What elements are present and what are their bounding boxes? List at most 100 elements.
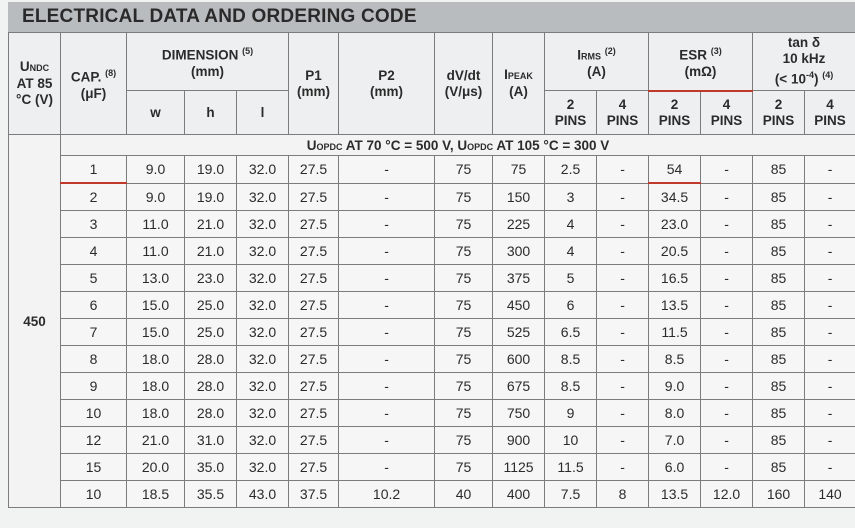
cell-esr4: - <box>700 237 754 265</box>
cell-irms4: - <box>596 264 650 292</box>
cell-p2: - <box>338 155 436 184</box>
cell-p1: 27.5 <box>288 210 340 238</box>
cell-esr2: 54 <box>648 155 702 184</box>
cell-dvdt: 75 <box>434 399 494 427</box>
cell-w: 13.0 <box>126 264 185 292</box>
cell-tan4: - <box>804 237 855 265</box>
cell-l: 32.0 <box>235 345 290 373</box>
cell-esr4: - <box>700 155 754 184</box>
cell-tan4: - <box>804 453 855 481</box>
header-esr: ESR (3) (mΩ) <box>648 32 754 92</box>
table-body: 450 UOPDC AT 70 °C = 500 V, UOPDC AT 105… <box>8 134 855 508</box>
cell-p2: - <box>338 182 436 211</box>
cell-esr4: - <box>700 345 754 373</box>
cell-w: 15.0 <box>126 318 185 346</box>
cell-l: 32.0 <box>235 453 290 481</box>
cell-irms2: 8.5 <box>544 345 598 373</box>
cell-dvdt: 75 <box>434 182 494 211</box>
table-row: 5 13.0 23.0 32.0 27.5-75 375 5-16.5-85- <box>9 264 855 292</box>
cell-ipeak: 150 <box>492 182 546 211</box>
cell-p1: 27.5 <box>288 264 340 292</box>
cell-irms2: 9 <box>544 399 598 427</box>
cell-esr4: - <box>700 182 754 211</box>
cell-tan2: 85 <box>752 291 806 319</box>
cell-irms4: - <box>596 210 650 238</box>
cell-dvdt: 75 <box>434 237 494 265</box>
cell-irms4: - <box>596 291 650 319</box>
header-tan-delta: tan δ 10 kHz (< 10-4) (4) <box>752 32 855 91</box>
cell-w: 11.0 <box>126 210 185 238</box>
cell-w: 9.0 <box>126 155 185 184</box>
cell-w: 18.0 <box>126 372 185 400</box>
cell-p2: - <box>338 318 436 346</box>
cell-esr2: 11.5 <box>648 318 702 346</box>
cell-dvdt: 75 <box>434 264 494 292</box>
cell-esr2: 34.5 <box>648 182 702 211</box>
cell-p2: - <box>338 372 436 400</box>
cell-irms4: - <box>596 318 650 346</box>
header-dim-l: l <box>235 90 290 135</box>
cell-esr2: 20.5 <box>648 237 702 265</box>
cell-tan2: 85 <box>752 453 806 481</box>
cell-cap: 7 <box>60 318 127 346</box>
cell-l: 32.0 <box>235 155 290 184</box>
cell-ipeak: 75 <box>492 155 546 184</box>
cell-tan2: 85 <box>752 210 806 238</box>
cell-irms4: 8 <box>596 480 650 508</box>
cell-esr4: - <box>700 426 754 454</box>
cell-w: 11.0 <box>126 237 185 265</box>
table-row: 10 18.0 28.0 32.0 27.5-75 750 9-8.0-85- <box>9 399 855 427</box>
cell-esr4: - <box>700 399 754 427</box>
cell-p2: - <box>338 345 436 373</box>
table-row: 8 18.0 28.0 32.0 27.5-75 600 8.5-8.5-85- <box>9 345 855 373</box>
cell-esr2: 23.0 <box>648 210 702 238</box>
cell-dvdt: 75 <box>434 318 494 346</box>
cell-ipeak: 400 <box>492 480 546 508</box>
cell-irms4: - <box>596 426 650 454</box>
cell-irms2: 3 <box>544 182 598 211</box>
header-irms-2pins: 2 PINS <box>544 90 598 135</box>
header-cap: CAP. (8) (μF) <box>60 32 127 135</box>
header-esr-2pins: 2 PINS <box>648 90 702 135</box>
cell-irms2: 6.5 <box>544 318 598 346</box>
cell-irms2: 4 <box>544 210 598 238</box>
cell-esr2: 13.5 <box>648 480 702 508</box>
table-row: 3 11.0 21.0 32.0 27.5-75 225 4-23.0-85- <box>9 210 855 238</box>
cell-tan2: 85 <box>752 426 806 454</box>
table-row: 9 18.0 28.0 32.0 27.5-75 675 8.5-9.0-85- <box>9 372 855 400</box>
cell-l: 32.0 <box>235 426 290 454</box>
cell-tan2: 85 <box>752 182 806 211</box>
header-irms: IRMS (2) (A) <box>544 32 650 91</box>
cell-p1: 27.5 <box>288 318 340 346</box>
header-esr-4pins: 4 PINS <box>700 90 754 135</box>
cell-p2: - <box>338 264 436 292</box>
cell-tan4: - <box>804 318 855 346</box>
cell-cap: 2 <box>60 182 127 211</box>
cell-tan2: 85 <box>752 345 806 373</box>
header-dvdt: dV/dt (V/μs) <box>434 32 494 135</box>
table-row: 2 9.0 19.0 32.0 27.5-75 150 3-34.5-85- <box>9 182 855 211</box>
cell-h: 25.0 <box>184 318 237 346</box>
cell-esr2: 9.0 <box>648 372 702 400</box>
cell-irms4: - <box>596 182 650 211</box>
cell-p1: 27.5 <box>288 345 340 373</box>
cell-dvdt: 75 <box>434 291 494 319</box>
cell-ipeak: 1125 <box>492 453 546 481</box>
cell-w: 18.0 <box>126 399 185 427</box>
cell-irms4: - <box>596 372 650 400</box>
cell-w: 21.0 <box>126 426 185 454</box>
header-dim-h: h <box>184 90 237 135</box>
cell-l: 32.0 <box>235 318 290 346</box>
cell-cap: 5 <box>60 264 127 292</box>
cell-irms4: - <box>596 345 650 373</box>
cell-p1: 27.5 <box>288 372 340 400</box>
cell-irms2: 10 <box>544 426 598 454</box>
cell-ipeak: 375 <box>492 264 546 292</box>
cell-p2: - <box>338 399 436 427</box>
cell-cap: 1 <box>60 155 127 184</box>
cell-l: 32.0 <box>235 182 290 211</box>
cell-esr4: - <box>700 318 754 346</box>
cell-h: 28.0 <box>184 345 237 373</box>
cell-tan2: 85 <box>752 237 806 265</box>
cell-esr2: 6.0 <box>648 453 702 481</box>
